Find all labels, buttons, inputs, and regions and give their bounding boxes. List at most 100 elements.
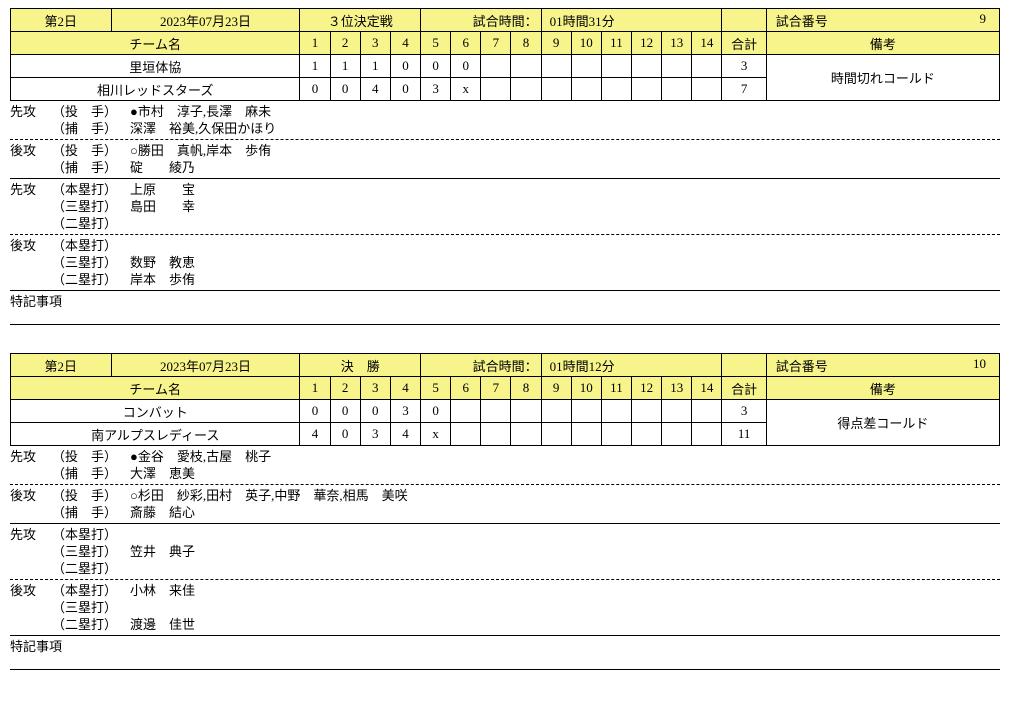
info-row: 後攻（本塁打） [10,237,1000,254]
player-names: 小林 来佳 [130,582,1000,599]
inning-score [632,55,662,78]
side-label [10,198,52,215]
inning-header: 11 [601,32,631,55]
inning-score: 0 [390,55,420,78]
side-label [10,215,52,232]
day: 第2日 [11,9,112,32]
inning-score: 0 [330,423,360,446]
inning-score: 3 [360,423,390,446]
inning-header: 9 [541,377,571,400]
role-label: （投 手） [52,103,130,120]
role-label: （二塁打） [52,271,130,288]
role-label: （二塁打） [52,560,130,577]
info-row: 後攻（本塁打）小林 来佳 [10,582,1000,599]
inning-score [541,400,571,423]
team-name: 里垣体協 [11,55,300,78]
inning-score: x [451,78,481,101]
inning-score: 0 [330,400,360,423]
info-row: （捕 手）深澤 裕美,久保田かほり [10,120,1000,137]
blank [722,9,766,32]
divider-solid [10,669,1000,670]
inning-header: 14 [692,377,722,400]
inning-score [662,78,692,101]
total-header: 合計 [722,32,766,55]
side-label [10,599,52,616]
inning-score [692,423,722,446]
inning-score [541,78,571,101]
round: ３位決定戦 [300,9,421,32]
info-row: （二塁打）岸本 歩侑 [10,271,1000,288]
side-label [10,560,52,577]
info-row: （二塁打） [10,560,1000,577]
inning-score [451,423,481,446]
player-names [130,560,1000,577]
player-names: ○勝田 真帆,岸本 歩侑 [130,142,1000,159]
inning-header: 5 [421,377,451,400]
time-value: 01時間31分 [541,9,722,32]
role-label: （本塁打） [52,582,130,599]
tokki-label: 特記事項 [10,293,1000,310]
side-label: 後攻 [10,582,52,599]
player-names [130,599,1000,616]
time-label: 試合時間： [421,354,542,377]
inning-score [632,78,662,101]
info-row: （捕 手）大澤 恵美 [10,465,1000,482]
side-label [10,504,52,521]
inning-score [571,78,601,101]
role-label: （三塁打） [52,254,130,271]
inning-score [571,400,601,423]
role-label: （捕 手） [52,120,130,137]
info-row: （三塁打）島田 幸 [10,198,1000,215]
inning-header: 8 [511,32,541,55]
inning-score: 4 [390,423,420,446]
team-total: 3 [722,55,766,78]
info-row: 後攻（投 手）○杉田 紗彩,田村 英子,中野 華奈,相馬 美咲 [10,487,1000,504]
player-names: 斎藤 結心 [130,504,1000,521]
inning-score [601,78,631,101]
team-total: 7 [722,78,766,101]
inning-score [571,423,601,446]
game-number: 試合番号9 [766,9,999,32]
inning-header: 10 [571,32,601,55]
inning-header: 13 [662,377,692,400]
inning-score [511,400,541,423]
inning-score: 3 [421,78,451,101]
player-names [130,237,1000,254]
player-names [130,526,1000,543]
total-header: 合計 [722,377,766,400]
role-label: （捕 手） [52,504,130,521]
team-header: チーム名 [11,377,300,400]
inning-score: 4 [300,423,330,446]
team-header: チーム名 [11,32,300,55]
inning-score [632,400,662,423]
team-name: 相川レッドスターズ [11,78,300,101]
inning-score: 0 [451,55,481,78]
player-names: ●金谷 愛枝,古屋 桃子 [130,448,1000,465]
inning-header: 7 [481,32,511,55]
inning-header: 3 [360,32,390,55]
biko-text: 時間切れコールド [766,55,999,101]
inning-header: 1 [300,377,330,400]
inning-score: 4 [360,78,390,101]
side-label [10,159,52,176]
inning-header: 4 [390,377,420,400]
biko-header: 備考 [766,377,999,400]
inning-score [632,423,662,446]
team-name: 南アルプスレディース [11,423,300,446]
role-label: （本塁打） [52,237,130,254]
inning-header: 11 [601,377,631,400]
team-name: コンバット [11,400,300,423]
divider-dashed [10,139,1000,140]
inning-header: 7 [481,377,511,400]
role-label: （本塁打） [52,526,130,543]
tokki-section: 特記事項 [10,293,1000,325]
inning-score: 0 [300,78,330,101]
inning-score [541,423,571,446]
role-label: （三塁打） [52,543,130,560]
inning-score [601,55,631,78]
tokki-section: 特記事項 [10,638,1000,670]
info-row: （捕 手）碇 綾乃 [10,159,1000,176]
info-row: （三塁打）笠井 典子 [10,543,1000,560]
side-label: 後攻 [10,142,52,159]
inning-score: 1 [330,55,360,78]
